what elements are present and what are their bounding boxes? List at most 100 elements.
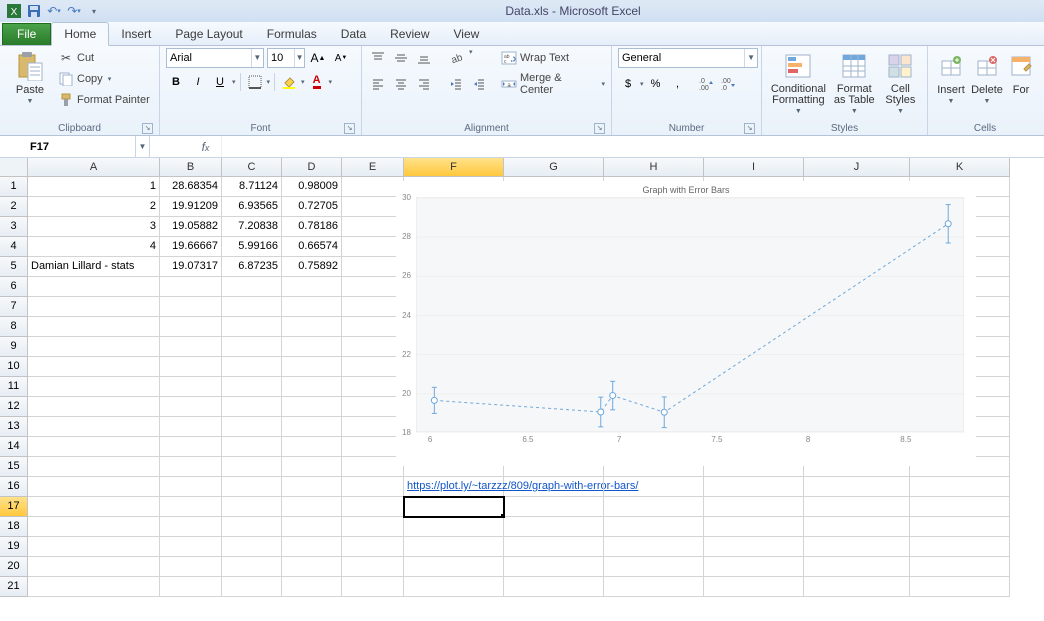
cell-G21[interactable]: [504, 577, 604, 597]
cell-A10[interactable]: [28, 357, 160, 377]
cell-E11[interactable]: [342, 377, 404, 397]
cell-D15[interactable]: [282, 457, 342, 477]
cell-F18[interactable]: [404, 517, 504, 537]
cell-D16[interactable]: [282, 477, 342, 497]
cell-E4[interactable]: [342, 237, 404, 257]
chevron-down-icon[interactable]: ▼: [135, 136, 149, 158]
font-size-combo[interactable]: ▼: [267, 48, 305, 68]
cell-E19[interactable]: [342, 537, 404, 557]
col-header-F[interactable]: F: [404, 158, 504, 177]
cell-E8[interactable]: [342, 317, 404, 337]
cell-D9[interactable]: [282, 337, 342, 357]
alignment-dialog-launcher[interactable]: ↘: [594, 123, 605, 134]
cell-E10[interactable]: [342, 357, 404, 377]
row-header-9[interactable]: 9: [0, 337, 28, 357]
font-size-input[interactable]: [268, 52, 294, 64]
cell-D2[interactable]: 0.72705: [282, 197, 342, 217]
cell-K18[interactable]: [910, 517, 1010, 537]
paste-button[interactable]: Paste ▼: [6, 48, 54, 105]
row-header-3[interactable]: 3: [0, 217, 28, 237]
cell-B10[interactable]: [160, 357, 222, 377]
underline-button[interactable]: U: [210, 72, 230, 92]
cell-F16[interactable]: https://plot.ly/~tarzzz/809/graph-with-e…: [404, 477, 504, 497]
cell-A15[interactable]: [28, 457, 160, 477]
cell-B6[interactable]: [160, 277, 222, 297]
tab-page-layout[interactable]: Page Layout: [163, 23, 254, 45]
decrease-decimal-button[interactable]: .00.0: [718, 74, 738, 94]
col-header-K[interactable]: K: [910, 158, 1010, 177]
cell-A21[interactable]: [28, 577, 160, 597]
cell-I16[interactable]: [704, 477, 804, 497]
cell-A9[interactable]: [28, 337, 160, 357]
fill-color-button[interactable]: [279, 72, 299, 92]
qat-customize-icon[interactable]: ▾: [86, 3, 102, 19]
cell-G16[interactable]: [504, 477, 604, 497]
cell-E2[interactable]: [342, 197, 404, 217]
save-icon[interactable]: [26, 3, 42, 19]
cell-D1[interactable]: 0.98009: [282, 177, 342, 197]
col-header-D[interactable]: D: [282, 158, 342, 177]
cell-F19[interactable]: [404, 537, 504, 557]
cell-H18[interactable]: [604, 517, 704, 537]
cell-A14[interactable]: [28, 437, 160, 457]
cell-J21[interactable]: [804, 577, 910, 597]
cell-B20[interactable]: [160, 557, 222, 577]
cell-E20[interactable]: [342, 557, 404, 577]
cell-B12[interactable]: [160, 397, 222, 417]
tab-home[interactable]: Home: [51, 22, 109, 46]
tab-formulas[interactable]: Formulas: [255, 23, 329, 45]
cell-G18[interactable]: [504, 517, 604, 537]
increase-decimal-button[interactable]: .0.00: [696, 74, 716, 94]
cell-D20[interactable]: [282, 557, 342, 577]
cell-K20[interactable]: [910, 557, 1010, 577]
row-header-2[interactable]: 2: [0, 197, 28, 217]
cell-J16[interactable]: [804, 477, 910, 497]
row-header-20[interactable]: 20: [0, 557, 28, 577]
cell-H16[interactable]: [604, 477, 704, 497]
cell-C4[interactable]: 5.99166: [222, 237, 282, 257]
cell-A11[interactable]: [28, 377, 160, 397]
wrap-text-button[interactable]: abcWrap Text: [501, 48, 605, 68]
grow-font-button[interactable]: A▲: [308, 48, 328, 68]
cell-F17[interactable]: [404, 497, 504, 517]
cell-K19[interactable]: [910, 537, 1010, 557]
row-header-19[interactable]: 19: [0, 537, 28, 557]
cell-C14[interactable]: [222, 437, 282, 457]
row-header-1[interactable]: 1: [0, 177, 28, 197]
copy-button[interactable]: Copy▾: [58, 69, 150, 89]
cell-B8[interactable]: [160, 317, 222, 337]
col-header-A[interactable]: A: [28, 158, 160, 177]
chevron-down-icon[interactable]: ▼: [744, 49, 757, 67]
row-header-12[interactable]: 12: [0, 397, 28, 417]
font-color-button[interactable]: A: [307, 72, 327, 92]
cell-B1[interactable]: 28.68354: [160, 177, 222, 197]
cell-B7[interactable]: [160, 297, 222, 317]
cell-A6[interactable]: [28, 277, 160, 297]
col-header-G[interactable]: G: [504, 158, 604, 177]
cell-E16[interactable]: [342, 477, 404, 497]
cell-B17[interactable]: [160, 497, 222, 517]
cell-E14[interactable]: [342, 437, 404, 457]
cell-D12[interactable]: [282, 397, 342, 417]
cell-B5[interactable]: 19.07317: [160, 257, 222, 277]
cell-C6[interactable]: [222, 277, 282, 297]
font-name-combo[interactable]: ▼: [166, 48, 264, 68]
format-as-table-button[interactable]: Formatas Table▼: [831, 48, 878, 115]
cell-A16[interactable]: [28, 477, 160, 497]
cell-D3[interactable]: 0.78186: [282, 217, 342, 237]
cell-D13[interactable]: [282, 417, 342, 437]
cell-E17[interactable]: [342, 497, 404, 517]
cell-D18[interactable]: [282, 517, 342, 537]
clipboard-dialog-launcher[interactable]: ↘: [142, 123, 153, 134]
cell-D6[interactable]: [282, 277, 342, 297]
cell-J19[interactable]: [804, 537, 910, 557]
align-left-button[interactable]: [368, 74, 388, 94]
tab-insert[interactable]: Insert: [109, 23, 163, 45]
cell-J17[interactable]: [804, 497, 910, 517]
cell-E21[interactable]: [342, 577, 404, 597]
redo-icon[interactable]: ↷▾: [66, 3, 82, 19]
percent-format-button[interactable]: %: [646, 74, 666, 94]
conditional-formatting-button[interactable]: ConditionalFormatting▼: [768, 48, 829, 115]
cell-A19[interactable]: [28, 537, 160, 557]
cell-K16[interactable]: [910, 477, 1010, 497]
